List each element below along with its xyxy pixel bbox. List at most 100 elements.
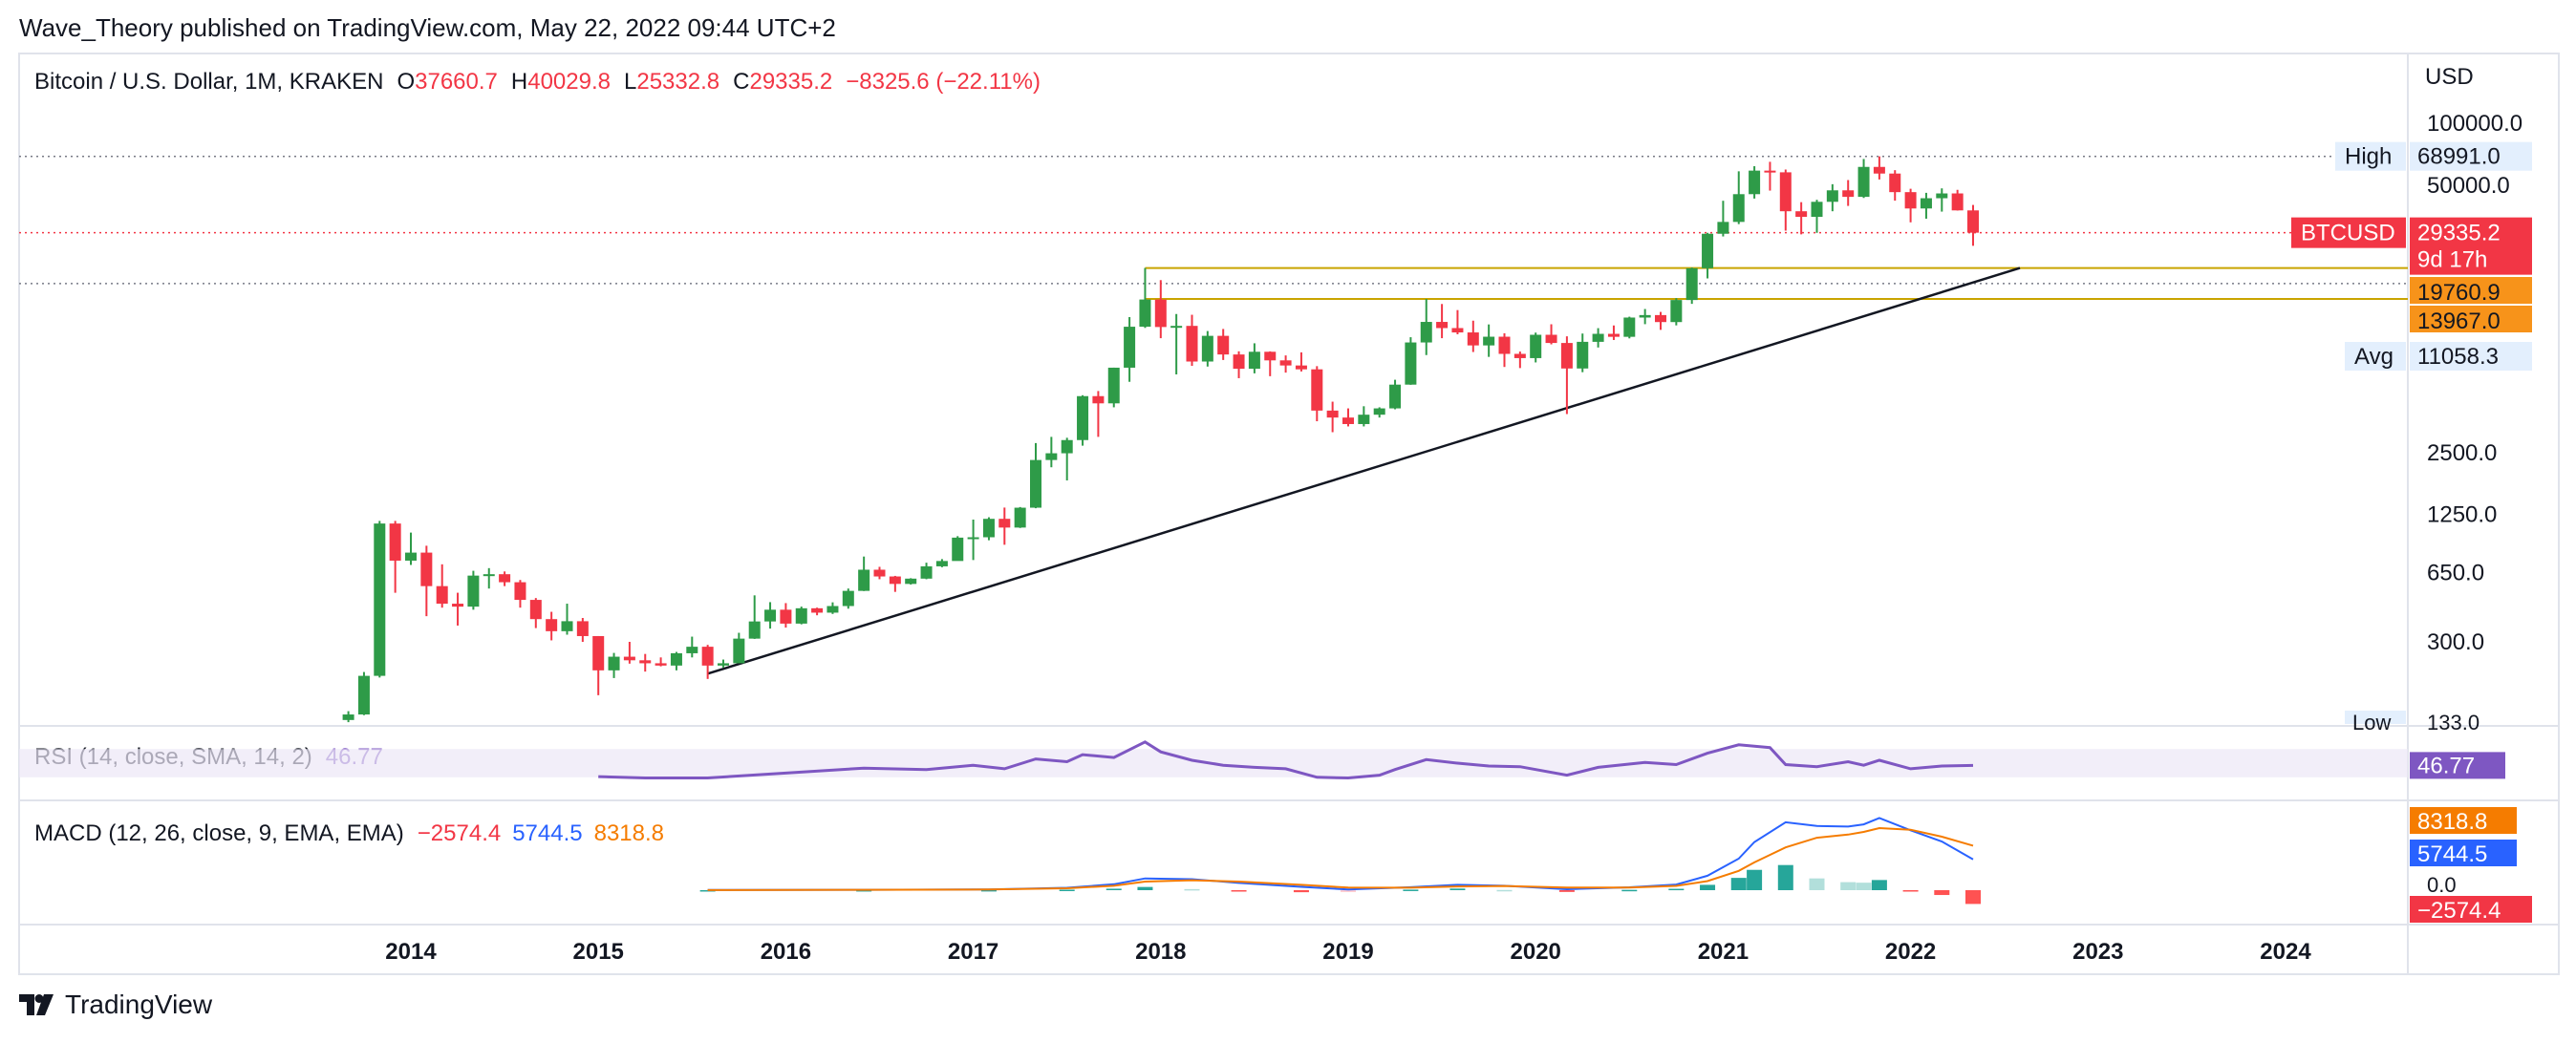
avg-value: 11058.3: [2417, 344, 2499, 370]
candle-body: [1248, 351, 1260, 370]
macd-histogram-bar: [1700, 884, 1716, 890]
btcusd-name-bg: [2291, 217, 2406, 248]
candle-body: [405, 552, 417, 561]
macd-histogram-bar: [1668, 888, 1685, 891]
current-price-value: 29335.2: [2417, 221, 2501, 246]
candle-body: [1685, 267, 1698, 301]
candle-body: [546, 619, 558, 631]
level-2-bg: [2410, 306, 2532, 332]
close-value: 29335.2: [749, 69, 832, 95]
symbol-legend: Bitcoin / U.S. Dollar, 1M, KRAKEN O37660.…: [34, 69, 1041, 95]
low-label: L: [624, 69, 636, 95]
high-name-bg: [2335, 141, 2406, 171]
macd-histogram-bar: [1856, 883, 1872, 890]
time-tick-label: 2024: [2260, 939, 2311, 965]
macd-pane[interactable]: [699, 817, 1981, 905]
high-name: High: [2345, 144, 2392, 170]
candle-body: [561, 621, 573, 631]
candle-body: [920, 565, 933, 579]
candle-body: [436, 585, 448, 605]
candle-body: [1623, 317, 1636, 337]
macd-signal-line: [707, 826, 1974, 891]
candle-body: [718, 663, 729, 666]
candle-body: [1498, 336, 1511, 354]
candle-body: [499, 574, 511, 583]
price-tick-label: 300.0: [2427, 629, 2484, 655]
candle-body: [1358, 415, 1370, 424]
macd-histogram-bar: [1137, 886, 1153, 890]
high-value: 40029.8: [527, 69, 611, 95]
high-value-label-bg: [2410, 141, 2532, 171]
macd-histogram-bar: [1840, 882, 1857, 890]
candle-body: [1530, 334, 1542, 358]
candle-body: [795, 607, 807, 624]
candle-body: [935, 561, 948, 566]
candle-body: [1857, 166, 1870, 198]
change-value: −8325.6 (−22.11%): [846, 69, 1041, 95]
candle-body: [608, 656, 620, 670]
candle-body: [1639, 314, 1651, 318]
candle-body: [826, 606, 839, 613]
price-tick-label: 2500.0: [2427, 440, 2497, 466]
chart-frame: [18, 53, 2560, 975]
time-tick-label: 2020: [1511, 939, 1561, 965]
macd-name: MACD (12, 26, close, 9, EMA, EMA): [34, 820, 404, 846]
candle-body: [452, 604, 464, 607]
candle-body: [1389, 384, 1402, 409]
brand-name: TradingView: [65, 990, 213, 1019]
candle-body: [467, 575, 480, 607]
time-tick-label: 2019: [1322, 939, 1373, 965]
candle-body: [967, 537, 979, 540]
candle-body: [811, 607, 824, 613]
macd-zero-label: 0.0: [2427, 873, 2457, 897]
macd-value-bg: [2410, 840, 2517, 866]
rsi-line: [598, 740, 1974, 780]
price-pane[interactable]: [19, 155, 2408, 723]
candle-body: [1483, 336, 1495, 346]
candle-body: [952, 537, 964, 562]
candle-body: [1513, 353, 1526, 358]
candle-body: [701, 647, 714, 666]
close-label: C: [733, 69, 749, 95]
candle-body: [1154, 299, 1167, 328]
tradingview-brand[interactable]: TradingView: [19, 990, 212, 1020]
candle-body: [842, 590, 854, 607]
candle-body: [576, 621, 589, 636]
open-label: O: [397, 69, 415, 95]
macd-histogram-bar: [1965, 890, 1981, 905]
rsi-pane[interactable]: [19, 740, 2408, 780]
avg-name-bg: [2345, 342, 2406, 371]
rsi-axis-value: 46.77: [2417, 753, 2475, 778]
low-value: 25332.8: [636, 69, 719, 95]
candle-body: [1967, 210, 1979, 233]
candle-body: [1764, 170, 1776, 173]
candle-body: [1889, 173, 1901, 193]
open-value: 37660.7: [415, 69, 498, 95]
candle-body: [1107, 367, 1120, 404]
time-tick-label: 2017: [948, 939, 998, 965]
low-name: Low: [2352, 711, 2391, 734]
candle-body: [1920, 198, 1932, 209]
time-tick-label: 2021: [1698, 939, 1749, 965]
candle-body: [1061, 439, 1073, 454]
trendline: [707, 266, 2021, 675]
high-value-label: 68991.0: [2417, 144, 2501, 170]
avg-name: Avg: [2354, 344, 2394, 370]
macd-histogram-bar: [1871, 880, 1887, 890]
macd-histogram-bar: [1809, 878, 1825, 890]
candle-body: [1904, 192, 1917, 209]
macd-histogram-bar: [1106, 888, 1122, 890]
btcusd-name: BTCUSD: [2301, 221, 2395, 246]
price-labels: High 68991.0 BTCUSD 29335.29d 17h 19760.9 139…: [2291, 141, 2532, 924]
macd-histogram-bar: [1747, 869, 1763, 890]
candle-body: [1405, 342, 1417, 385]
candle-body: [1045, 453, 1058, 460]
candle-body: [1732, 194, 1745, 223]
candle-body: [1279, 360, 1292, 366]
currency-label: USD: [2425, 64, 2474, 90]
candle-body: [733, 638, 745, 664]
candle-body: [1607, 333, 1620, 337]
macd-histogram-bar: [1231, 890, 1247, 892]
